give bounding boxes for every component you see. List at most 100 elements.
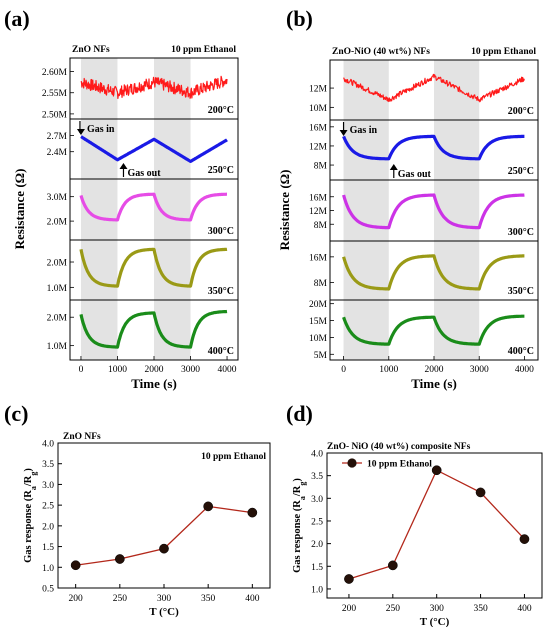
y-tick-label: 1.0 <box>42 564 54 574</box>
y-tick-label: 2.0 <box>311 540 323 550</box>
y-tick-label: 3.0M <box>47 193 68 203</box>
gas-out-label: Gas out <box>127 168 161 179</box>
y-tick-label: 10M <box>309 334 328 344</box>
legend: 10 ppm Ethanol <box>342 458 432 470</box>
y-tick-label: 16M <box>309 193 328 203</box>
y-tick-label: 3.5 <box>42 460 54 470</box>
subplot-400°C: 5M 10M 15M 20M 400°C <box>309 299 539 361</box>
data-point <box>203 501 214 512</box>
legend-label: 10 ppm Ethanol <box>367 460 432 470</box>
gas-out-annotation: Gas out <box>119 163 161 179</box>
gas-exposure-region <box>434 60 480 360</box>
panel-letter: (d) <box>286 401 313 426</box>
temperature-label: 200°C <box>508 106 534 117</box>
series-line <box>348 469 525 580</box>
temperature-label: 250°C <box>508 166 534 177</box>
y-tick-label: 2.0M <box>47 259 68 269</box>
x-tick-label: 4000 <box>515 365 534 375</box>
gas-in-label: Gas in <box>350 125 378 136</box>
y-tick-label: 2.50M <box>42 110 68 120</box>
x-tick-label: 1000 <box>379 365 398 375</box>
data-point <box>431 465 442 476</box>
subplot-300°C: 8M 12M 16M 300°C <box>309 179 539 242</box>
gas-out-annotation: Gas out <box>389 164 432 180</box>
panel-title: ZnO-NiO (40 wt%) NFs <box>332 46 430 57</box>
panel-b: 10M 12M 200°C 8M 12M 16M 250°C 8M 12M 16M 300°C 8M 1… <box>277 46 539 391</box>
data-point <box>519 534 530 544</box>
data-point <box>159 543 169 554</box>
series-line <box>80 75 228 99</box>
series-line <box>342 254 526 291</box>
data-point <box>247 507 258 518</box>
x-tick-label: 250 <box>113 594 128 604</box>
gas-in-annotation: Gas in <box>339 122 378 136</box>
y-tick-label: 16M <box>309 253 328 263</box>
x-tick-label: 0 <box>341 365 346 375</box>
series-line <box>342 193 526 230</box>
panel-annotation: 10 ppm Ethanol <box>201 452 266 462</box>
gas-exposure-region <box>343 60 389 360</box>
y-tick-label: 8M <box>314 221 328 231</box>
x-tick-label: 300 <box>157 594 172 604</box>
y-axis-label: Gas response (Ra/Rg) <box>292 478 307 573</box>
y-tick-label: 0.5 <box>42 585 54 595</box>
temperature-label: 300°C <box>208 226 234 237</box>
gas-out-label: Gas out <box>398 169 432 180</box>
temperature-label: 350°C <box>508 286 534 297</box>
panel-d: 1.0 1.5 2.0 2.5 3.0 3.5 4.0 200 250 300 350 400 T (°… <box>292 441 543 627</box>
panel-letter: (b) <box>286 6 313 31</box>
y-tick-label: 8M <box>314 162 328 172</box>
data-point <box>387 560 398 571</box>
y-tick-label: 8M <box>314 279 328 289</box>
x-axis-label: T (°C) <box>420 616 450 627</box>
subplot-350°C: 8M 16M 350°C <box>309 240 539 301</box>
y-tick-label: 2.4M <box>47 148 68 158</box>
x-tick-label: 300 <box>430 604 445 614</box>
x-tick-label: 350 <box>201 594 216 604</box>
panel-c: 0.5 1.0 1.5 2.0 2.5 3.0 3.5 4.0 200 250 300 350 400 T… <box>23 432 271 618</box>
y-tick-label: 3.0 <box>311 495 323 505</box>
y-tick-label: 1.5 <box>42 543 54 553</box>
x-tick-label: 200 <box>69 594 84 604</box>
y-tick-label: 1.5 <box>311 563 323 573</box>
legend-marker <box>347 458 357 468</box>
subplot-300°C: 2.0M 3.0M 300°C <box>47 178 239 241</box>
x-tick-label: 400 <box>245 594 260 604</box>
y-tick-label: 2.5 <box>311 517 323 527</box>
x-axis-label: Time (s) <box>411 376 457 391</box>
temperature-label: 400°C <box>208 346 234 357</box>
series-line <box>79 309 228 349</box>
y-tick-label: 20M <box>309 300 328 310</box>
series-line <box>343 73 525 103</box>
temperature-label: 350°C <box>208 286 234 297</box>
y-tick-label: 2.0M <box>47 218 68 228</box>
y-tick-label: 1.0M <box>47 342 68 352</box>
panel-letter: (a) <box>4 6 30 31</box>
x-tick-label: 200 <box>342 604 357 614</box>
x-tick-label: 250 <box>386 604 401 614</box>
y-tick-label: 4.0 <box>42 440 54 450</box>
y-tick-label: 2.60M <box>42 68 68 78</box>
y-tick-label: 1.0M <box>47 284 68 294</box>
plot-frame <box>326 452 543 599</box>
subplot-200°C: 10M 12M 200°C <box>309 59 539 121</box>
data-point <box>70 560 81 571</box>
series-line <box>79 247 228 288</box>
x-tick-label: 2000 <box>425 365 444 375</box>
data-point <box>344 574 354 584</box>
gas-in-label: Gas in <box>87 124 115 135</box>
y-tick-label: 3.0 <box>42 481 54 491</box>
y-tick-label: 2.0 <box>42 522 54 532</box>
series-line <box>80 135 228 163</box>
subplot-400°C: 1.0M 2.0M 400°C <box>47 299 239 361</box>
panel-title: ZnO NFs <box>63 432 101 442</box>
panel-title: ZnO- NiO (40 wt%) composite NFs <box>327 441 471 452</box>
y-axis-label: Gas response (Ra/Rg) <box>23 468 38 563</box>
panel-title: ZnO NFs <box>72 45 110 55</box>
x-axis-label: T (°C) <box>149 606 179 618</box>
y-tick-label: 12M <box>309 207 328 217</box>
temperature-label: 250°C <box>208 165 234 176</box>
temperature-label: 300°C <box>508 227 534 238</box>
temperature-label: 400°C <box>508 346 534 357</box>
subplot-350°C: 1.0M 2.0M 350°C <box>47 239 239 301</box>
